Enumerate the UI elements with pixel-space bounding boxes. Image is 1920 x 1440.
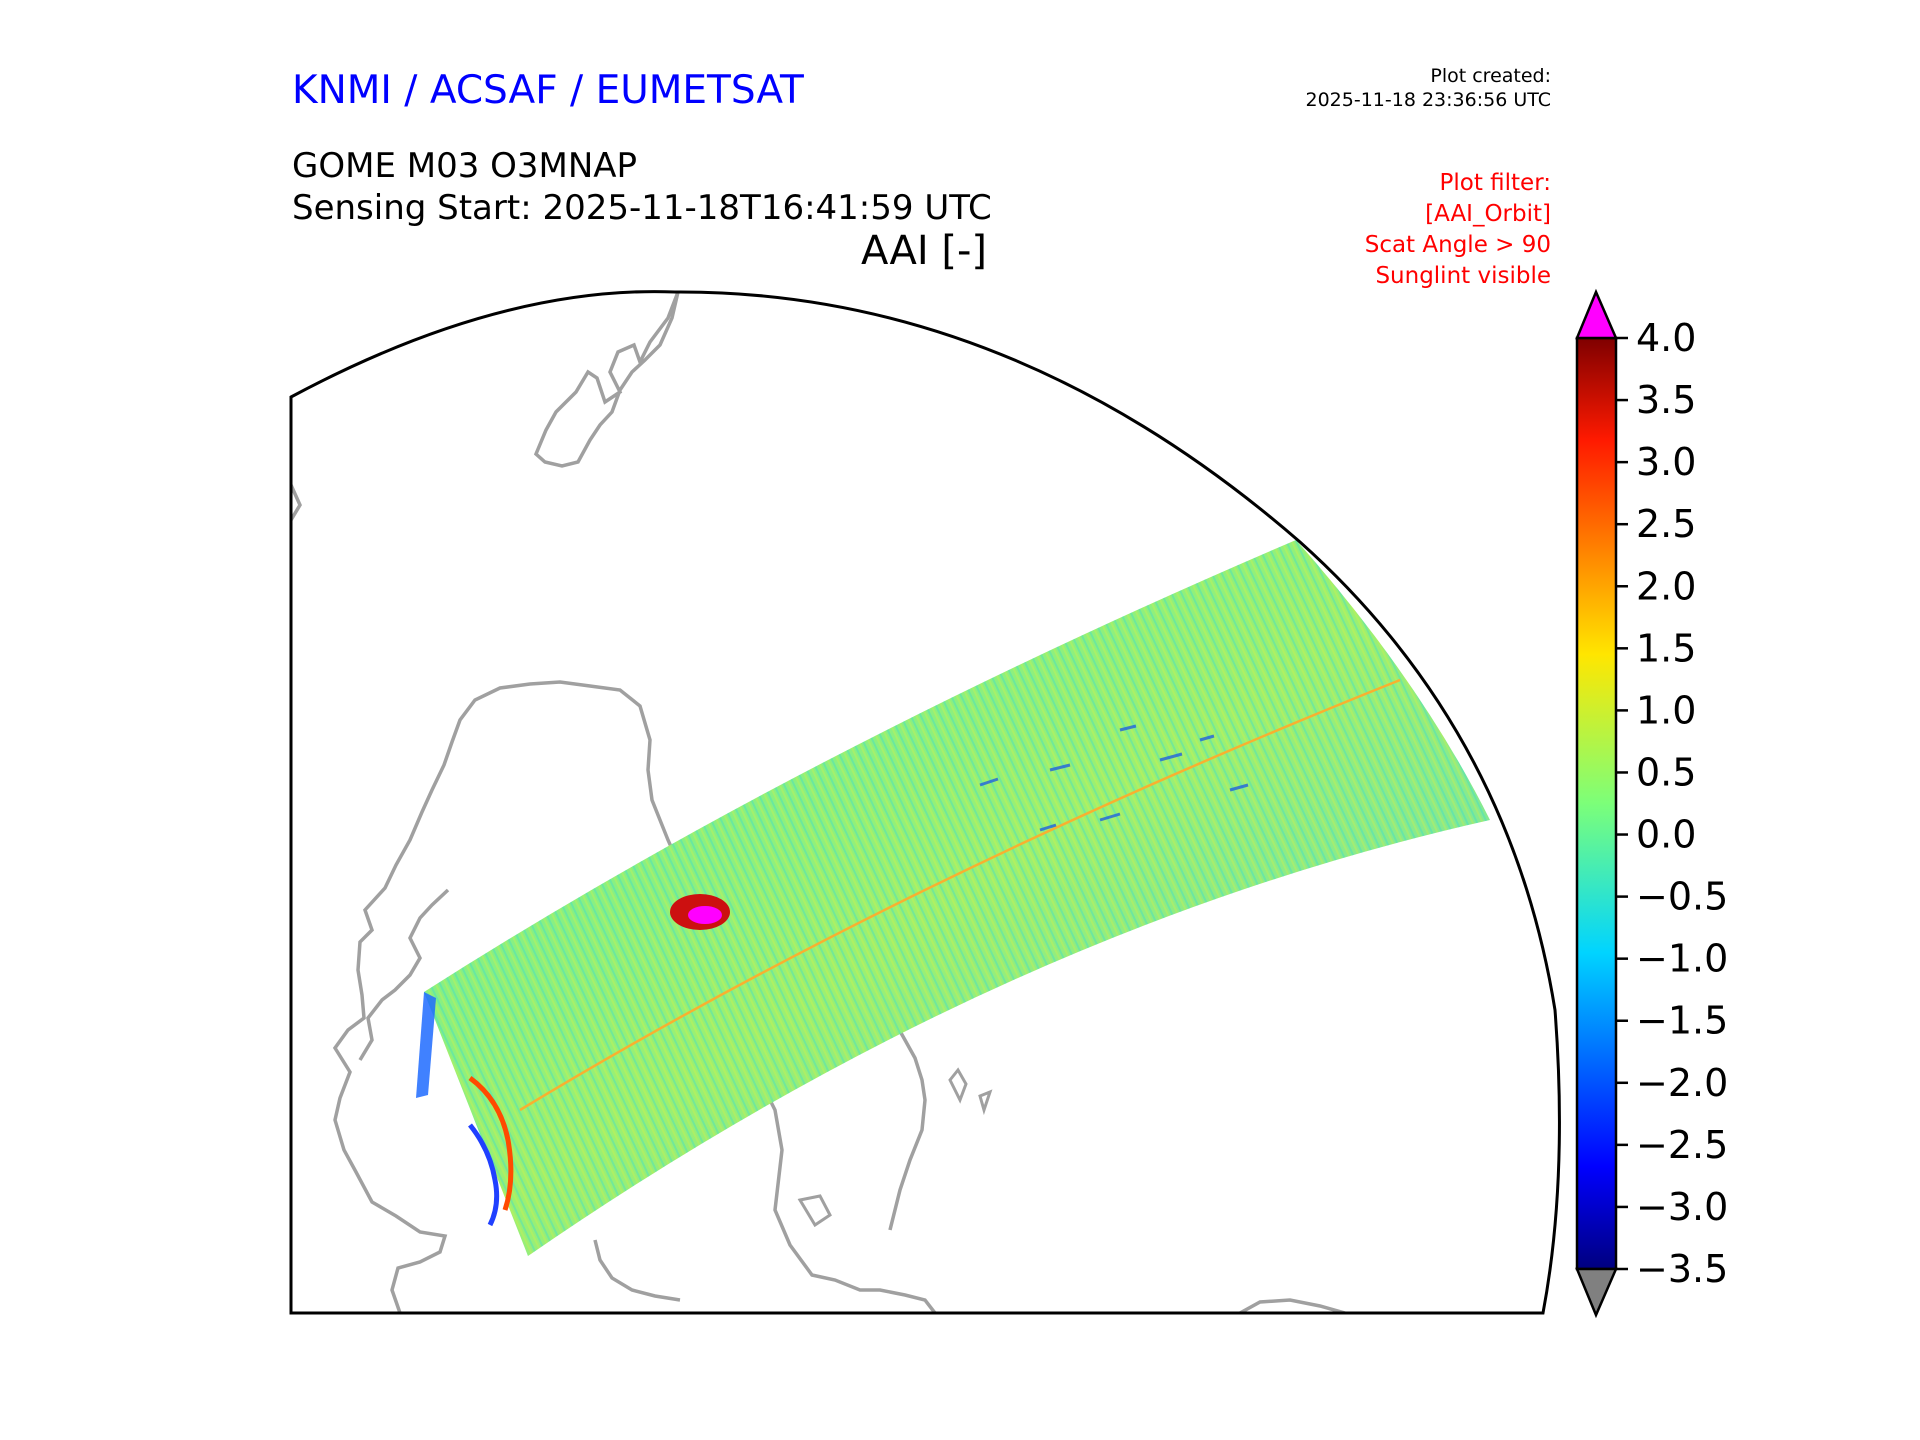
colorbar-tick-label: 0.5 bbox=[1636, 750, 1696, 794]
colorbar-tick-label: −2.5 bbox=[1636, 1123, 1728, 1167]
plot-filter-item: Sunglint visible bbox=[1375, 263, 1551, 289]
coastline-islands bbox=[797, 1067, 993, 1228]
colorbar-tick-label: −3.0 bbox=[1636, 1185, 1728, 1229]
plot-filter-item: Scat Angle > 90 bbox=[1364, 232, 1551, 258]
colorbar-tick-label: 1.0 bbox=[1636, 688, 1696, 732]
colorbar-tick-label: 4.0 bbox=[1636, 316, 1696, 360]
colorbar-tick-label: 3.0 bbox=[1636, 440, 1696, 484]
coastline-east bbox=[593, 1239, 681, 1302]
colorbar-tick-label: −1.5 bbox=[1636, 999, 1728, 1043]
colorbar-over-arrow bbox=[1575, 288, 1618, 340]
colorbar-tick-label: −1.0 bbox=[1636, 937, 1728, 981]
plot-filter: Plot filter: [AAI_Orbit] Scat Angle > 90… bbox=[1365, 168, 1551, 292]
coastline-north-island bbox=[533, 291, 680, 468]
coastline-west-side bbox=[358, 888, 450, 1061]
coastline-south bbox=[1239, 1298, 1346, 1313]
colorbar-tick-label: 1.5 bbox=[1636, 626, 1696, 670]
plot-filter-label: Plot filter: bbox=[1439, 170, 1551, 196]
variable-label: AAI [-] bbox=[861, 228, 987, 274]
colorbar-tick-label: −0.5 bbox=[1636, 875, 1728, 919]
organization-title: KNMI / ACSAF / EUMETSAT bbox=[292, 68, 804, 113]
colorbar-gradient bbox=[1575, 336, 1618, 1271]
plot-created-time: 2025-11-18 23:36:56 UTC bbox=[1305, 89, 1552, 111]
plot-created-label: Plot created: bbox=[1430, 65, 1551, 87]
aai-anomaly-arc bbox=[468, 1075, 514, 1211]
aai-ridge-line bbox=[519, 678, 1401, 1112]
colorbar-tick-label: 2.0 bbox=[1636, 564, 1696, 608]
plot-filter-item: [AAI_Orbit] bbox=[1425, 201, 1551, 227]
plot-created: Plot created: 2025-11-18 23:36:56 UTC bbox=[1306, 64, 1552, 112]
aai-swath-blue-edge bbox=[416, 992, 436, 1098]
aai-dark-spots bbox=[979, 724, 1249, 832]
colorbar-tick-label: 0.0 bbox=[1636, 813, 1696, 857]
aai-plume-core bbox=[688, 906, 722, 924]
product-title: GOME M03 O3MNAP bbox=[292, 146, 638, 186]
colorbar-tick-label: −2.0 bbox=[1636, 1061, 1728, 1105]
colorbar-ticks: 4.0 3.5 3.0 2.5 2.0 1.5 1.0 0.5 0.0 −0.5 −1.0 −1.5 −… bbox=[1616, 316, 1728, 1291]
map-content bbox=[291, 291, 1490, 1313]
colorbar-tick-label: 3.5 bbox=[1636, 378, 1696, 422]
coastline-west-edge bbox=[291, 484, 302, 521]
aai-swath-texture bbox=[424, 540, 1490, 1256]
sensing-start: Sensing Start: 2025-11-18T16:41:59 UTC bbox=[292, 188, 992, 228]
colorbar-tick-label: −3.5 bbox=[1636, 1247, 1728, 1291]
coastline-antarctica bbox=[332, 680, 937, 1313]
map-frame bbox=[289, 290, 1561, 1315]
colorbar-under-arrow bbox=[1575, 1267, 1618, 1319]
aai-anomaly-arc-blue bbox=[468, 1123, 500, 1227]
colorbar-tick-label: 2.5 bbox=[1636, 502, 1696, 546]
